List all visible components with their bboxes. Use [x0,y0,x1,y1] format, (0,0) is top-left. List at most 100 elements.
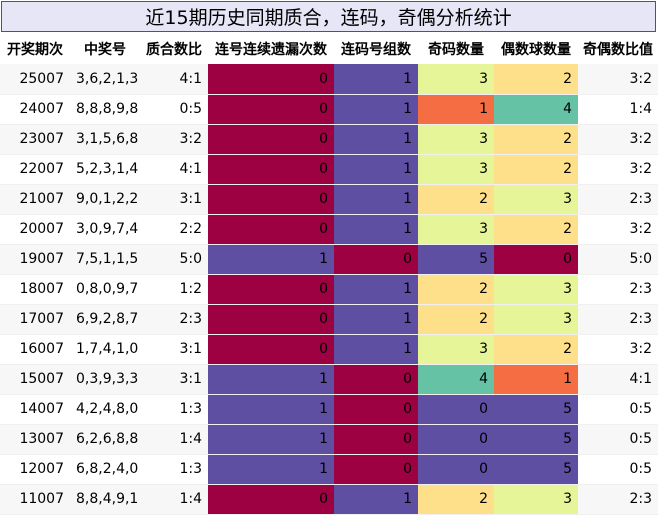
cell-text: 19007 [0,244,70,275]
heatmap-cell: 1 [334,334,418,365]
heatmap-cell: 0 [334,394,418,425]
heatmap-cell: 3 [494,304,578,335]
cell-text: 1,7,4,1,0 [70,334,140,365]
column-header: 质合数比 [146,41,202,58]
cell-text: 8,8,4,9,1 [70,484,140,515]
heatmap-cell: 1 [208,454,334,485]
heatmap-cell: 0 [418,454,494,485]
cell-text: 0:5 [578,394,658,425]
heatmap-cell: 1 [334,154,418,185]
table-row: 11007 8,8,4,9,1 1:4 0 1 2 3 2:3 [0,484,658,515]
cell-text: 6,2,6,8,8 [70,424,140,455]
cell-text: 0:5 [578,454,658,485]
cell-text: 12007 [0,454,70,485]
table-row: 22007 5,2,3,1,4 4:1 0 1 3 2 3:2 [0,154,658,185]
heatmap-cell: 2 [494,214,578,245]
cell-text: 21007 [0,184,70,215]
cell-text: 11007 [0,484,70,515]
cell-text: 2:3 [578,304,658,335]
cell-text: 3:2 [578,154,658,185]
cell-text: 1:4 [140,424,208,455]
cell-text: 4:1 [140,64,208,95]
cell-text: 2:3 [578,184,658,215]
cell-text: 3:1 [140,184,208,215]
heatmap-cell: 0 [334,244,418,275]
column-header: 连码号组数 [341,41,411,58]
cell-text: 25007 [0,64,70,95]
cell-text: 6,8,2,4,0 [70,454,140,485]
cell-text: 3:1 [140,364,208,395]
table-row: 16007 1,7,4,1,0 3:1 0 1 3 2 3:2 [0,334,658,365]
cell-text: 14007 [0,394,70,425]
column-header: 开奖期次 [7,41,63,58]
heatmap-cell: 3 [494,274,578,305]
heatmap-cell: 0 [208,334,334,365]
heatmap-cell: 0 [208,64,334,95]
column-header: 连号连续遗漏次数 [215,41,327,58]
heatmap-cell: 1 [334,484,418,515]
cell-text: 1:4 [140,484,208,515]
heatmap-cell: 2 [494,64,578,95]
heatmap-cell: 0 [334,454,418,485]
cell-text: 3:2 [578,124,658,155]
cell-text: 4,2,4,8,0 [70,394,140,425]
cell-text: 7,5,1,1,5 [70,244,140,275]
column-header: 中奖号 [84,41,126,58]
table-row: 14007 4,2,4,8,0 1:3 1 0 0 5 0:5 [0,394,658,425]
cell-text: 3,1,5,6,8 [70,124,140,155]
cell-text: 16007 [0,334,70,365]
table-row: 12007 6,8,2,4,0 1:3 1 0 0 5 0:5 [0,454,658,485]
cell-text: 8,8,8,9,8 [70,94,140,125]
cell-text: 0,3,9,3,3 [70,364,140,395]
heatmap-cell: 2 [418,484,494,515]
heatmap-cell: 0 [208,154,334,185]
heatmap-cell: 2 [418,304,494,335]
cell-text: 2:3 [578,274,658,305]
cell-text: 2:3 [578,484,658,515]
heatmap-cell: 4 [418,364,494,395]
table-row: 21007 9,0,1,2,2 3:1 0 1 2 3 2:3 [0,184,658,215]
cell-text: 0,8,0,9,7 [70,274,140,305]
cell-text: 0:5 [578,424,658,455]
heatmap-cell: 1 [334,304,418,335]
heatmap-cell: 1 [334,214,418,245]
heatmap-cell: 1 [334,94,418,125]
cell-text: 5,2,3,1,4 [70,154,140,185]
table-row: 25007 3,6,2,1,3 4:1 0 1 3 2 3:2 [0,64,658,95]
cell-text: 23007 [0,124,70,155]
cell-text: 20007 [0,214,70,245]
column-header: 奇偶数比值 [583,41,653,58]
heatmap-cell: 1 [208,364,334,395]
cell-text: 22007 [0,154,70,185]
heatmap-cell: 3 [418,214,494,245]
cell-text: 9,0,1,2,2 [70,184,140,215]
cell-text: 15007 [0,364,70,395]
table-row: 23007 3,1,5,6,8 3:2 0 1 3 2 3:2 [0,124,658,155]
cell-text: 3:2 [578,334,658,365]
heatmap-cell: 1 [494,364,578,395]
table-row: 19007 7,5,1,1,5 5:0 1 0 5 0 5:0 [0,244,658,275]
heatmap-cell: 1 [208,424,334,455]
heatmap-cell: 3 [418,64,494,95]
heatmap-cell: 5 [418,244,494,275]
heatmap-cell: 3 [418,124,494,155]
table-body: 25007 3,6,2,1,3 4:1 0 1 3 2 3:2 24007 8,8,8,9,8 0:… [0,64,658,515]
cell-text: 1:2 [140,274,208,305]
cell-text: 1:3 [140,454,208,485]
table-row: 15007 0,3,9,3,3 3:1 1 0 4 1 4:1 [0,364,658,395]
heatmap-cell: 0 [208,274,334,305]
heatmap-cell: 0 [208,184,334,215]
heatmap-cell: 0 [208,304,334,335]
heatmap-cell: 5 [494,454,578,485]
heatmap-cell: 1 [334,274,418,305]
table-row: 13007 6,2,6,8,8 1:4 1 0 0 5 0:5 [0,424,658,455]
cell-text: 5:0 [578,244,658,275]
cell-text: 4:1 [140,154,208,185]
heatmap-cell: 3 [494,184,578,215]
cell-text: 24007 [0,94,70,125]
heatmap-cell: 0 [334,424,418,455]
heatmap-cell: 1 [334,184,418,215]
heatmap-cell: 5 [494,394,578,425]
heatmap-cell: 2 [494,334,578,365]
heatmap-cell: 2 [418,184,494,215]
